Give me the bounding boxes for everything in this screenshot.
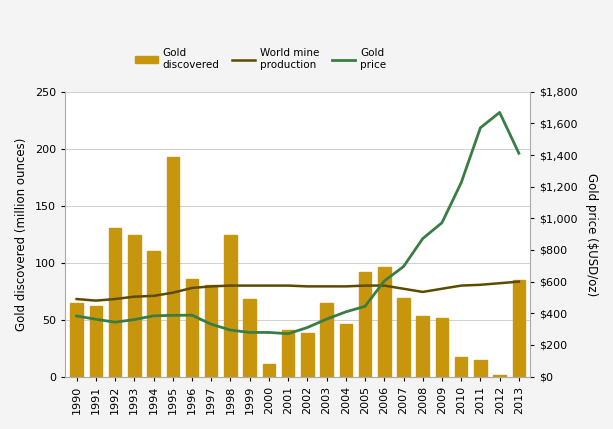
Bar xyxy=(224,235,237,377)
Bar xyxy=(493,375,506,377)
Bar xyxy=(262,364,275,377)
Bar xyxy=(167,157,179,377)
Bar xyxy=(378,267,390,377)
Bar xyxy=(109,229,121,377)
Bar xyxy=(243,299,256,377)
Bar xyxy=(205,285,218,377)
Bar xyxy=(397,298,409,377)
Bar xyxy=(70,302,83,377)
Bar xyxy=(147,251,160,377)
Bar xyxy=(89,306,102,377)
Legend: Gold
discovered, World mine
production, Gold
price: Gold discovered, World mine production, … xyxy=(135,48,386,70)
Bar xyxy=(282,330,294,377)
Bar xyxy=(321,302,333,377)
Bar xyxy=(436,318,448,377)
Y-axis label: Gold price ($USD/oz): Gold price ($USD/oz) xyxy=(585,172,598,296)
Y-axis label: Gold discovered (million ounces): Gold discovered (million ounces) xyxy=(15,137,28,331)
Bar xyxy=(186,278,198,377)
Bar xyxy=(512,280,525,377)
Bar xyxy=(359,272,371,377)
Bar xyxy=(474,360,487,377)
Bar xyxy=(455,357,468,377)
Bar xyxy=(416,316,429,377)
Bar xyxy=(340,324,352,377)
Bar xyxy=(301,333,314,377)
Bar xyxy=(128,235,140,377)
